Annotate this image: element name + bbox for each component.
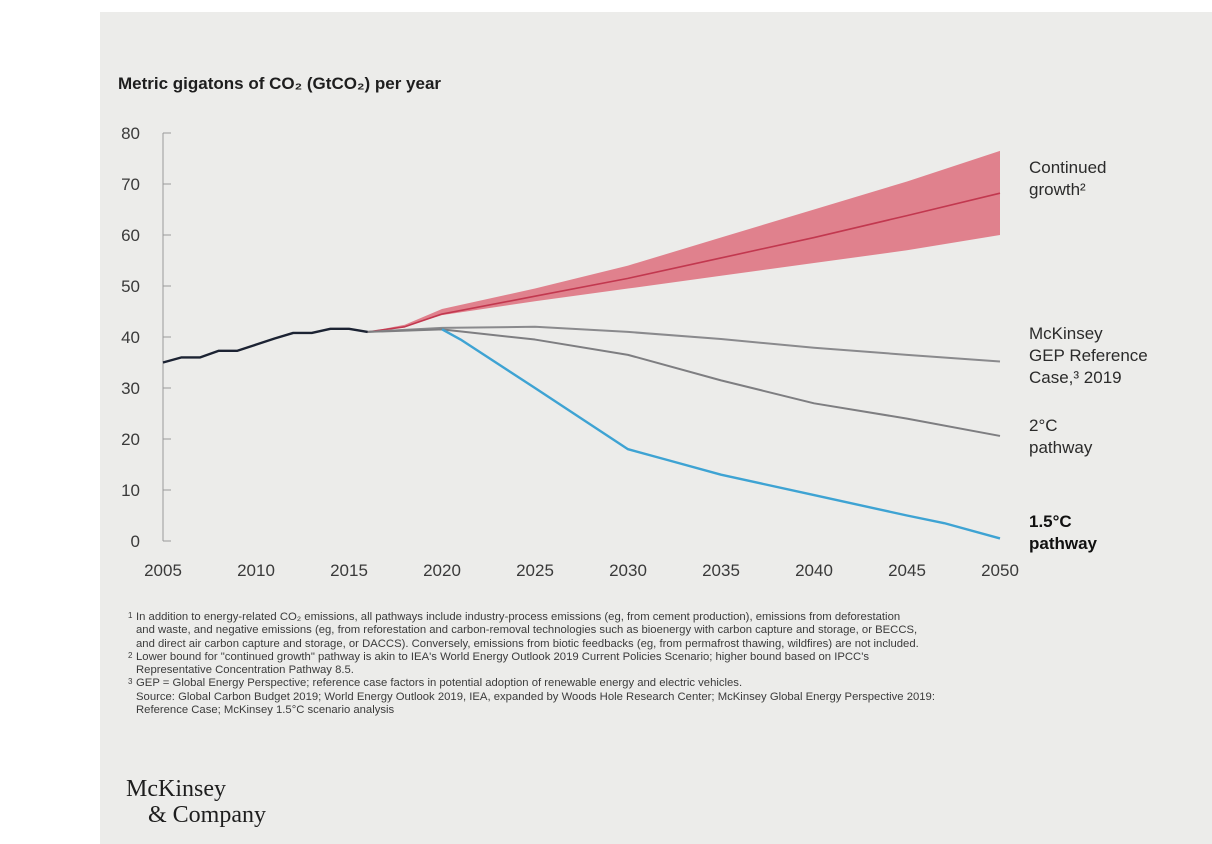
y-tick-label: 20 (121, 430, 140, 449)
reference-case-label-line: GEP Reference (1029, 346, 1148, 365)
one-five-degree-line (441, 328, 1001, 540)
one-five-degree-label-line: pathway (1029, 534, 1098, 553)
y-tick-label: 70 (121, 175, 140, 194)
y-tick-label: 10 (121, 481, 140, 500)
continued-growth-label-line: Continued (1029, 158, 1107, 177)
continued-growth-label: Continued growth² (1029, 158, 1107, 199)
y-tick-label: 0 (131, 532, 140, 551)
footnote-source: Source: Global Carbon Budget 2019; World… (128, 691, 1128, 718)
footnote-line: and waste, and negative emissions (eg, f… (136, 624, 918, 637)
footnotes: 1 In addition to energy-related CO₂ emiss… (128, 611, 1128, 717)
brand-line-2: & Company (148, 802, 266, 828)
historical-line (162, 327, 368, 364)
continued-growth-line (367, 192, 1001, 333)
x-tick-label: 2045 (888, 561, 926, 580)
footnote-1: 1 In addition to energy-related CO₂ emiss… (128, 611, 1128, 651)
continued-growth-band (367, 150, 1001, 332)
x-tick-label: 2040 (795, 561, 833, 580)
x-tick-label: 2050 (981, 561, 1019, 580)
footnote-line: and direct air carbon capture and storag… (136, 637, 919, 650)
one-five-degree-label-line: 1.5°C (1029, 512, 1072, 531)
x-tick-label: 2025 (516, 561, 554, 580)
y-tick-label: 50 (121, 277, 140, 296)
y-axis-title-text: Metric gigatons of CO₂ (GtCO₂) per year (118, 74, 442, 93)
reference-case-label-line: McKinsey (1029, 324, 1103, 343)
footnote-line: Representative Concentration Pathway 8.5… (136, 664, 354, 677)
two-degree-label-line: 2°C (1029, 416, 1058, 435)
reference-case-label-line: Case,³ 2019 (1029, 368, 1122, 387)
continued-growth-label-line: growth² (1029, 180, 1086, 199)
y-axis-title: Metric gigatons of CO₂ (GtCO₂) per year (118, 74, 441, 94)
y-tick-label: 40 (121, 328, 140, 347)
brand-line-1: McKinsey (126, 776, 226, 802)
footnote-line: Source: Global Carbon Budget 2019; World… (136, 690, 935, 703)
x-tick-label: 2030 (609, 561, 647, 580)
reference-case-line (367, 325, 1001, 363)
two-degree-line (367, 328, 1001, 437)
footnote-marker: 2 (128, 650, 133, 660)
x-tick-label: 2020 (423, 561, 461, 580)
one-five-degree-label: 1.5°C pathway (1029, 512, 1098, 553)
footnote-line: GEP = Global Energy Perspective; referen… (136, 677, 743, 690)
y-tick-label: 30 (121, 379, 140, 398)
footnote-marker: 1 (128, 611, 133, 620)
chart-card (100, 12, 1212, 844)
footnote-line: In addition to energy-related CO₂ emissi… (136, 611, 901, 623)
x-tick-label: 2010 (237, 561, 275, 580)
y-tick-label: 60 (121, 226, 140, 245)
footnote-line: Reference Case; McKinsey 1.5°C scenario … (136, 704, 395, 717)
two-degree-label-line: pathway (1029, 438, 1093, 457)
x-tick-label: 2005 (144, 561, 182, 580)
footnote-3: 3 GEP = Global Energy Perspective; refere… (128, 677, 1128, 690)
footnote-marker: 3 (128, 677, 133, 687)
reference-case-label: McKinsey GEP Reference Case,³ 2019 (1029, 324, 1148, 387)
x-tick-label: 2015 (330, 561, 368, 580)
mckinsey-logo: McKinsey & Company (126, 776, 266, 828)
y-tick-label: 80 (121, 124, 140, 143)
two-degree-label: 2°C pathway (1029, 416, 1093, 457)
footnote-2: 2 Lower bound for "continued growth" path… (128, 651, 1128, 678)
x-tick-label: 2035 (702, 561, 740, 580)
footnote-line: Lower bound for "continued growth" pathw… (136, 650, 870, 663)
